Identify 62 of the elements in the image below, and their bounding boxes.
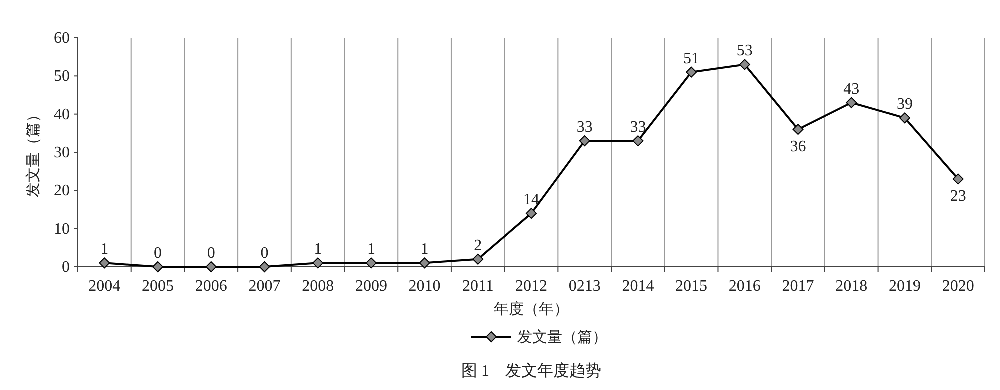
x-tick-label: 2011 — [462, 278, 494, 295]
x-tick-label: 2015 — [676, 278, 708, 295]
point — [99, 258, 110, 269]
data-label: 1 — [367, 241, 376, 258]
x-tick-label: 2005 — [142, 278, 174, 295]
point — [526, 208, 537, 220]
y-tick-label: 10 — [54, 220, 70, 238]
data-label: 0 — [260, 245, 269, 262]
x-tick-label: 2018 — [836, 278, 868, 295]
x-tick-label: 0213 — [568, 278, 601, 295]
data-label: 53 — [736, 42, 753, 60]
x-axis-title: 年度（年） — [494, 301, 569, 318]
legend-label: 发文量（篇） — [518, 329, 608, 346]
x-tick-label: 2009 — [355, 278, 388, 295]
y-tick-label: 50 — [54, 68, 70, 86]
data-label: 0 — [207, 245, 216, 262]
point — [739, 59, 750, 70]
x-tick-label: 2010 — [408, 278, 441, 295]
x-tick-label: 2019 — [888, 278, 921, 295]
x-tick-label: 2012 — [516, 278, 548, 295]
data-label: 1 — [420, 241, 429, 258]
y-tick-label: 20 — [54, 182, 70, 200]
data-label: 14 — [524, 192, 540, 209]
x-tick-label: 2008 — [302, 278, 334, 295]
point — [579, 136, 590, 147]
point — [312, 258, 324, 269]
point — [472, 254, 484, 265]
x-tick-label: 2016 — [728, 278, 761, 295]
point — [419, 258, 430, 269]
point — [259, 262, 270, 272]
point — [846, 97, 858, 108]
y-axis-title: 发文量（篇） — [25, 108, 42, 198]
data-label: 33 — [576, 119, 593, 136]
y-tick-label: 0 — [62, 259, 70, 276]
data-label: 36 — [790, 138, 806, 156]
y-tick-label: 30 — [54, 144, 70, 162]
point — [152, 262, 164, 272]
data-label: 1 — [100, 241, 109, 258]
text: 图 1 发文年度趋势 — [462, 362, 602, 380]
y-tick-label: 40 — [54, 106, 70, 124]
x-tick-label: 2017 — [782, 278, 814, 295]
point — [366, 258, 377, 269]
data-label: 33 — [630, 119, 646, 136]
data-label: 51 — [684, 50, 700, 68]
data-label: 39 — [896, 96, 913, 114]
data-label: 23 — [950, 188, 966, 206]
point — [632, 136, 644, 147]
data-label: 1 — [314, 241, 322, 258]
x-tick-label: 2020 — [942, 278, 974, 295]
point — [792, 124, 804, 136]
x-tick-label: 2014 — [622, 278, 654, 295]
x-tick-label: 2007 — [248, 278, 281, 295]
y-tick-label: 60 — [54, 30, 70, 47]
data-label: 2 — [474, 237, 482, 254]
x-tick-label: 2004 — [88, 278, 121, 295]
point — [899, 112, 910, 124]
point — [686, 66, 698, 78]
point — [206, 262, 217, 272]
point — [952, 174, 964, 185]
data-label: 0 — [154, 245, 162, 262]
x-tick-label: 2006 — [195, 278, 228, 295]
data-label: 43 — [844, 80, 860, 98]
